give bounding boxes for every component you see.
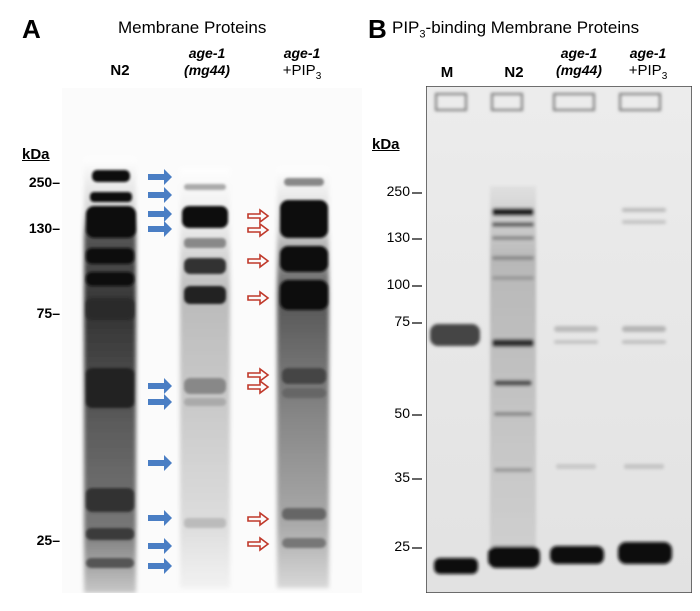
lane-label-line2: (mg44) <box>556 62 602 78</box>
panel-a-letter: A <box>22 14 41 44</box>
panel-b-title-prefix: PIP <box>392 18 420 37</box>
blue-arrow-icon <box>148 394 172 410</box>
lane-pip-text: +PIP <box>628 62 662 79</box>
panel-b-marker-130: 130 <box>386 229 410 245</box>
blue-arrow-icon <box>148 169 172 185</box>
panel-a-marker-130: 130– <box>28 220 60 236</box>
lane-label-line1: age-1 <box>629 45 667 61</box>
lane-label-line2: N2 <box>504 64 524 81</box>
panel-a-lane-age1: age-1 (mg44) <box>172 45 242 79</box>
panel-a-marker-75: 75– <box>36 305 60 321</box>
panel-b-lane-age1: age-1 (mg44) <box>546 45 612 79</box>
panel-a-blue-arrows <box>148 169 172 574</box>
lane-label-line2: N2 <box>110 62 130 79</box>
panel-b-marker-100: 100 <box>386 276 410 292</box>
blue-arrow-icon <box>148 510 172 526</box>
panel-b-title-sub: 3 <box>419 28 426 41</box>
blue-arrow-icon <box>148 378 172 394</box>
panel-b-marker-35: 35 <box>394 469 410 485</box>
blue-arrow-icon <box>148 455 172 471</box>
panel-b-marker-ticks <box>412 192 422 549</box>
blue-arrow-icon <box>148 187 172 203</box>
panel-a-kda-label: kDa <box>22 146 50 163</box>
red-arrow-icon <box>247 290 270 306</box>
lane-label-line2: (mg44) <box>184 62 230 78</box>
panel-b-marker-75: 75 <box>394 313 410 329</box>
lane-pip-text: +PIP <box>282 62 316 79</box>
lane-label-line1: age-1 <box>283 45 321 61</box>
lane-label-line2: +PIP3 <box>272 62 332 85</box>
red-arrow-icon <box>247 222 270 238</box>
panel-a-title: Membrane Proteins <box>118 18 267 37</box>
panel-b-letter: B <box>368 14 387 44</box>
blue-arrow-icon <box>148 538 172 554</box>
blue-arrow-icon <box>148 221 172 237</box>
panel-a-marker-25: 25– <box>36 532 60 548</box>
red-arrow-icon <box>247 253 270 269</box>
red-arrow-icon <box>247 367 270 383</box>
panel-a-gel-image <box>62 88 362 593</box>
red-arrow-icon <box>247 536 270 552</box>
panel-b-gel-image <box>426 86 692 593</box>
panel-b-lane-age1-pip3: age-1 +PIP3 <box>620 45 676 85</box>
panel-b-lane-n2: N2 <box>494 64 534 81</box>
panel-a-marker-250: 250– <box>28 174 60 190</box>
panel-a-lane-n2: N2 <box>100 62 140 79</box>
panel-b-title: PIP3-binding Membrane Proteins <box>392 18 639 40</box>
panel-b-marker-250: 250 <box>386 183 410 199</box>
panel-a-red-arrows <box>247 208 270 552</box>
red-arrow-icon <box>247 379 270 395</box>
lane-label-line1: age-1 <box>560 45 598 61</box>
lane-label-line1: age-1 <box>188 45 226 61</box>
panel-b-title-suffix: -binding Membrane Proteins <box>425 18 640 37</box>
lane-pip-sub: 3 <box>315 71 322 82</box>
panel-b-marker-50: 50 <box>394 405 410 421</box>
panel-a-lane-age1-pip3: age-1 +PIP3 <box>272 45 332 85</box>
blue-arrow-icon <box>148 206 172 222</box>
panel-b-marker-25: 25 <box>394 538 410 554</box>
panel-b-kda-label: kDa <box>372 136 400 153</box>
lane-label-line2: +PIP3 <box>620 62 676 85</box>
blue-arrow-icon <box>148 558 172 574</box>
lane-pip-sub: 3 <box>661 71 668 82</box>
panel-b-lane-m: M <box>432 64 462 81</box>
red-arrow-icon <box>247 511 270 527</box>
lane-label-line2: M <box>440 64 454 81</box>
red-arrow-icon <box>247 208 270 224</box>
